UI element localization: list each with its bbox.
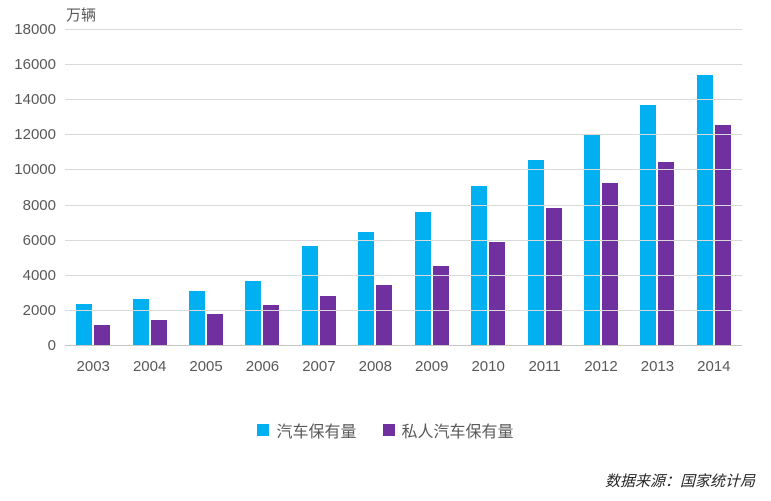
bar-series-container [65, 30, 742, 346]
y-tick-label-8000: 8000 [22, 196, 56, 214]
data-source-note: 数据来源：国家统计局 [604, 473, 755, 490]
x-tick-label-2007: 2007 [302, 358, 336, 375]
x-tick-label-2009: 2009 [415, 358, 449, 375]
bar-group-2012 [573, 30, 629, 346]
plot-area [65, 29, 742, 346]
bar-汽车保有量-2011 [527, 160, 544, 346]
bar-汽车保有量-2008 [358, 232, 375, 346]
bar-汽车保有量-2006 [245, 281, 262, 346]
bar-私人汽车保有量-2008 [376, 285, 393, 346]
y-tick-label-0: 0 [47, 337, 56, 354]
bar-私人汽车保有量-2011 [545, 208, 562, 346]
y-axis-tick-labels: 0 2000 4000 6000 8000 10000 12000 14000 16000 180… [0, 0, 56, 380]
y-tick-label-4000: 4000 [22, 266, 56, 284]
bar-私人汽车保有量-2007 [319, 296, 336, 346]
y-tick-label-12000: 12000 [14, 126, 56, 144]
legend-item-汽车保有量: 汽车保有量 [257, 418, 357, 442]
bar-私人汽车保有量-2004 [150, 320, 167, 346]
x-tick-label-2005: 2005 [189, 358, 223, 375]
bar-私人汽车保有量-2005 [207, 314, 224, 346]
x-tick-label-2012: 2012 [584, 358, 618, 375]
bar-group-2011 [516, 30, 572, 346]
bar-group-2003 [65, 30, 121, 346]
gridline-12000 [65, 134, 742, 136]
bar-汽车保有量-2014 [696, 75, 713, 346]
bar-group-2014 [686, 30, 742, 346]
y-tick-label-18000: 18000 [14, 21, 56, 38]
bar-group-2010 [460, 30, 516, 346]
bar-group-2013 [629, 30, 685, 346]
gridline-18000 [65, 29, 742, 30]
x-axis-tick-labels: 2003 2004 2005 2006 2007 2008 2009 2010 2011 2012… [65, 358, 742, 375]
x-tick-label-2013: 2013 [640, 358, 675, 375]
bar-私人汽车保有量-2010 [489, 242, 506, 346]
gridline-4000 [65, 274, 742, 276]
x-tick-label-2014: 2014 [697, 358, 731, 375]
y-axis-unit-label: 万辆 [66, 7, 97, 24]
x-tick-label-2004: 2004 [132, 358, 167, 375]
bar-group-2004 [121, 30, 177, 346]
bar-私人汽车保有量-2014 [714, 125, 731, 346]
gridline-6000 [65, 239, 742, 241]
bar-私人汽车保有量-2006 [263, 305, 280, 346]
bar-汽车保有量-2010 [471, 186, 488, 346]
bar-私人汽车保有量-2012 [602, 183, 618, 346]
bar-group-2009 [404, 30, 460, 346]
x-tick-label-2006: 2006 [245, 358, 280, 375]
y-tick-label-6000: 6000 [22, 231, 56, 249]
gridline-8000 [65, 204, 742, 206]
y-tick-label-2000: 2000 [22, 301, 56, 319]
x-tick-label-2008: 2008 [358, 358, 392, 375]
x-axis-line [65, 345, 742, 346]
bar-group-2005 [178, 30, 234, 346]
bar-group-2008 [347, 30, 403, 346]
gridline-14000 [65, 99, 742, 101]
legend-label: 私人汽车保有量 [401, 424, 514, 441]
legend-swatch-icon [257, 424, 270, 436]
gridline-10000 [65, 169, 742, 171]
bar-私人汽车保有量-2013 [658, 162, 675, 346]
bar-汽车保有量-2003 [76, 304, 93, 346]
bar-group-2006 [234, 30, 290, 346]
legend-item-私人汽车保有量: 私人汽车保有量 [382, 418, 514, 442]
bar-汽车保有量-2004 [132, 299, 149, 346]
bar-私人汽车保有量-2003 [94, 325, 111, 346]
bar-group-2007 [291, 30, 347, 346]
bar-汽车保有量-2013 [640, 105, 657, 346]
bar-汽车保有量-2009 [414, 212, 431, 346]
x-tick-label-2010: 2010 [471, 358, 505, 375]
y-tick-label-16000: 16000 [14, 56, 56, 74]
legend: 汽车保有量 私人汽车保有量 [0, 418, 771, 442]
gridline-16000 [65, 64, 742, 66]
bar-汽车保有量-2007 [301, 246, 318, 346]
x-tick-label-2003: 2003 [76, 358, 110, 375]
legend-swatch-icon [382, 424, 395, 436]
x-tick-label-2011: 2011 [528, 358, 561, 375]
bar-汽车保有量-2005 [189, 291, 206, 346]
gridline-2000 [65, 309, 742, 311]
legend-label: 汽车保有量 [276, 424, 357, 441]
bar-私人汽车保有量-2009 [432, 266, 449, 346]
y-tick-label-14000: 14000 [14, 91, 56, 109]
y-tick-label-10000: 10000 [14, 161, 56, 179]
